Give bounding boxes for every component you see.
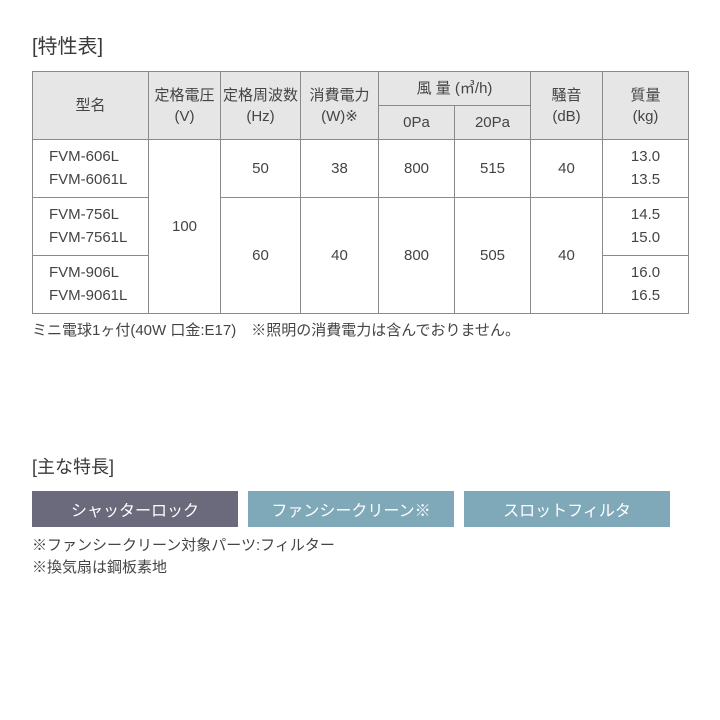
cell-freq: 50: [221, 140, 301, 198]
cell-model: FVM-906L FVM-9061L: [33, 256, 149, 314]
cell-mass: 14.5 15.0: [603, 198, 689, 256]
cell-voltage: 100: [149, 140, 221, 314]
cell-model: FVM-756L FVM-7561L: [33, 198, 149, 256]
feature-chip: ファンシークリーン※: [248, 491, 454, 527]
spec-section: [特性表] 型名定格電圧(V)定格周波数(Hz)消費電力(W)※風 量 (㎥/h…: [32, 30, 688, 343]
cell-power: 40: [301, 198, 379, 314]
table-row: FVM-606L FVM-6061L 100 50 38 800 515 40 …: [33, 140, 689, 198]
spec-table: 型名定格電圧(V)定格周波数(Hz)消費電力(W)※風 量 (㎥/h)騒音(dB…: [32, 71, 689, 314]
feature-chips: シャッターロック ファンシークリーン※ スロットフィルタ: [32, 491, 688, 527]
cell-noise: 40: [531, 140, 603, 198]
cell-noise: 40: [531, 198, 603, 314]
features-title: [主な特長]: [32, 453, 688, 479]
feature-chip: シャッターロック: [32, 491, 238, 527]
cell-freq: 60: [221, 198, 301, 314]
cell-mass: 16.0 16.5: [603, 256, 689, 314]
spec-title: [特性表]: [32, 30, 688, 59]
feature-note: ※ファンシークリーン対象パーツ:フィルター: [32, 535, 688, 558]
spec-footnote: ミニ電球1ヶ付(40W 口金:E17) ※照明の消費電力は含んでおりません。: [32, 320, 688, 343]
cell-af0: 800: [379, 140, 455, 198]
cell-model: FVM-606L FVM-6061L: [33, 140, 149, 198]
table-row: FVM-756L FVM-7561L 60 40 800 505 40 14.5…: [33, 198, 689, 256]
cell-af0: 800: [379, 198, 455, 314]
feature-chip: スロットフィルタ: [464, 491, 670, 527]
features-section: [主な特長] シャッターロック ファンシークリーン※ スロットフィルタ ※ファン…: [32, 453, 688, 580]
cell-mass: 13.0 13.5: [603, 140, 689, 198]
feature-note: ※換気扇は鋼板素地: [32, 557, 688, 580]
cell-af20: 505: [455, 198, 531, 314]
cell-power: 38: [301, 140, 379, 198]
cell-af20: 515: [455, 140, 531, 198]
